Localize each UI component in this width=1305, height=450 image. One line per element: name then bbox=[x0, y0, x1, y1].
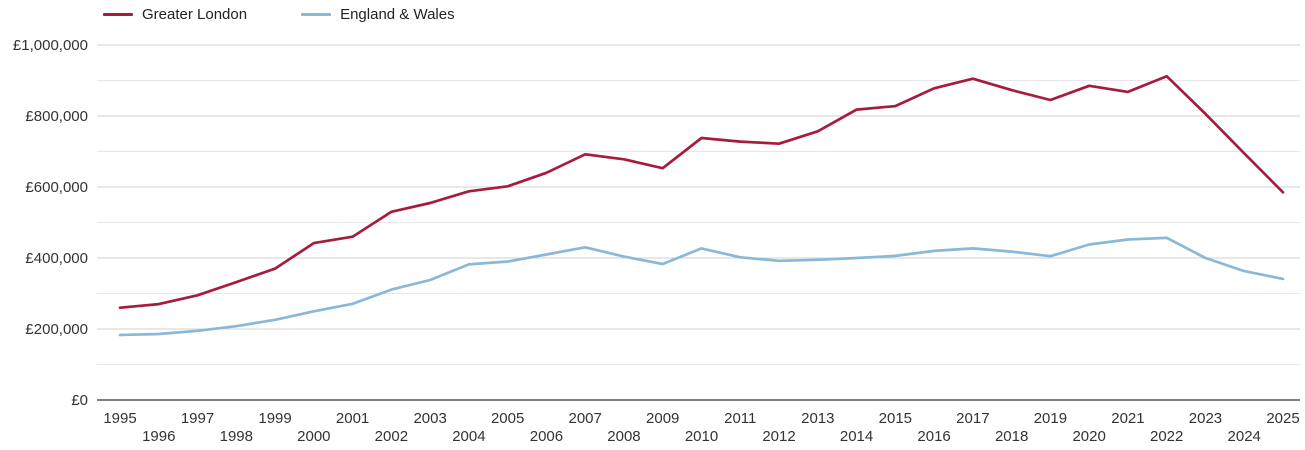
x-axis-label-2020: 2020 bbox=[1072, 428, 1105, 445]
legend-item-england-wales[interactable]: England & Wales bbox=[301, 6, 455, 23]
x-axis-label-2002: 2002 bbox=[375, 428, 408, 445]
x-axis-label-2014: 2014 bbox=[840, 428, 873, 445]
y-axis-label-400000: £400,000 bbox=[25, 250, 88, 267]
x-axis-label-2010: 2010 bbox=[685, 428, 718, 445]
y-axis-label-1000000: £1,000,000 bbox=[13, 37, 88, 54]
legend-label-england-wales: England & Wales bbox=[340, 6, 455, 23]
x-axis-label-2012: 2012 bbox=[762, 428, 795, 445]
x-axis-label-2013: 2013 bbox=[801, 410, 834, 427]
legend-line-swatch-greater-london bbox=[103, 13, 133, 16]
x-axis-label-2006: 2006 bbox=[530, 428, 563, 445]
series-line-greater-london bbox=[118, 74, 1285, 310]
x-axis-label-1997: 1997 bbox=[181, 410, 214, 427]
x-axis-label-1996: 1996 bbox=[142, 428, 175, 445]
x-axis-label-1995: 1995 bbox=[103, 410, 136, 427]
x-axis-label-2004: 2004 bbox=[452, 428, 485, 445]
x-axis-label-1998: 1998 bbox=[220, 428, 253, 445]
x-axis-label-2024: 2024 bbox=[1228, 428, 1261, 445]
x-axis-label-2015: 2015 bbox=[879, 410, 912, 427]
x-axis-label-2007: 2007 bbox=[569, 410, 602, 427]
y-axis-label-200000: £200,000 bbox=[25, 321, 88, 338]
legend-line-swatch-england-wales bbox=[301, 13, 332, 16]
legend-label-greater-london: Greater London bbox=[142, 6, 248, 23]
y-axis-label-0: £0 bbox=[71, 392, 88, 409]
x-axis-label-2022: 2022 bbox=[1150, 428, 1183, 445]
x-axis-label-2001: 2001 bbox=[336, 410, 369, 427]
series-line-england-wales bbox=[118, 236, 1285, 337]
x-axis-label-2000: 2000 bbox=[297, 428, 330, 445]
x-axis-label-2016: 2016 bbox=[917, 428, 950, 445]
x-axis-label-2008: 2008 bbox=[607, 428, 640, 445]
x-axis-label-2025: 2025 bbox=[1266, 410, 1299, 427]
chart-legend: Greater London England & Wales bbox=[103, 6, 455, 23]
x-axis-label-2005: 2005 bbox=[491, 410, 524, 427]
y-axis-label-600000: £600,000 bbox=[25, 179, 88, 196]
x-axis-label-2018: 2018 bbox=[995, 428, 1028, 445]
x-axis-label-2023: 2023 bbox=[1189, 410, 1222, 427]
legend-item-greater-london[interactable]: Greater London bbox=[103, 6, 247, 23]
x-axis-label-2003: 2003 bbox=[413, 410, 446, 427]
x-axis-label-2017: 2017 bbox=[956, 410, 989, 427]
x-axis-label-2009: 2009 bbox=[646, 410, 679, 427]
y-axis-label-800000: £800,000 bbox=[25, 108, 88, 125]
x-axis-label-2021: 2021 bbox=[1111, 410, 1144, 427]
x-axis-label-2019: 2019 bbox=[1034, 410, 1067, 427]
x-axis-label-1999: 1999 bbox=[258, 410, 291, 427]
x-axis-label-2011: 2011 bbox=[724, 410, 756, 427]
